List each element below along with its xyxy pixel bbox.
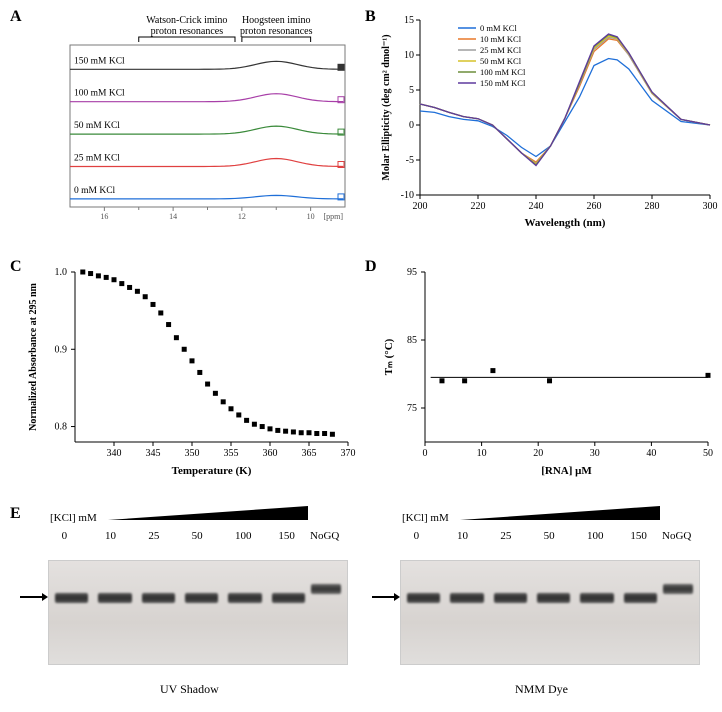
gel-left: [KCl] mM0102550100150NoGQ (38, 530, 358, 680)
nogq-label: NoGQ (310, 530, 339, 542)
svg-text:260: 260 (587, 201, 602, 212)
svg-text:0: 0 (423, 448, 428, 459)
svg-text:25 mM KCl: 25 mM KCl (480, 45, 522, 55)
svg-text:100 mM KCl: 100 mM KCl (74, 89, 125, 99)
svg-text:15: 15 (404, 15, 414, 26)
svg-text:240: 240 (529, 201, 544, 212)
svg-text:85: 85 (407, 335, 417, 346)
kcl-label: [KCl] mM (402, 512, 449, 524)
lane-label: 50 (544, 530, 555, 542)
lane-label: 10 (457, 530, 468, 542)
kcl-label: [KCl] mM (50, 512, 97, 524)
svg-text:proton resonances: proton resonances (240, 26, 313, 37)
svg-text:200: 200 (413, 201, 428, 212)
svg-text:75: 75 (407, 403, 417, 414)
svg-text:95: 95 (407, 267, 417, 278)
svg-text:Watson-Crick imino: Watson-Crick imino (146, 15, 227, 26)
svg-text:Wavelength (nm): Wavelength (nm) (525, 217, 606, 229)
svg-text:Normalized Absorbance at 295 n: Normalized Absorbance at 295 nm (28, 282, 39, 430)
svg-text:280: 280 (645, 201, 660, 212)
lane-label: 150 (630, 530, 647, 542)
lane-label: 150 (278, 530, 295, 542)
svg-text:16: 16 (100, 212, 108, 221)
svg-text:355: 355 (224, 448, 239, 459)
svg-text:100 mM KCl: 100 mM KCl (480, 67, 526, 77)
lane-label: 100 (235, 530, 252, 542)
panel-b-chart: 200 220 240 260 280 300 -10 -5 0 5 10 15 Wavelength … (375, 10, 720, 230)
svg-text:10 mM KCl: 10 mM KCl (480, 34, 522, 44)
svg-text:40: 40 (646, 448, 656, 459)
svg-text:220: 220 (471, 201, 486, 212)
svg-text:340: 340 (107, 448, 122, 459)
svg-text:360: 360 (263, 448, 278, 459)
svg-text:Temperature (K): Temperature (K) (172, 465, 252, 477)
nogq-label: NoGQ (662, 530, 691, 542)
svg-text:1.0: 1.0 (55, 267, 68, 278)
svg-text:50 mM KCl: 50 mM KCl (74, 121, 120, 131)
svg-text:10: 10 (307, 212, 315, 221)
svg-text:20: 20 (533, 448, 543, 459)
svg-text:50: 50 (703, 448, 713, 459)
svg-text:50 mM KCl: 50 mM KCl (480, 56, 522, 66)
svg-text:150 mM KCl: 150 mM KCl (74, 56, 125, 66)
svg-text:370: 370 (341, 448, 356, 459)
gel-left-caption: UV Shadow (160, 682, 219, 697)
svg-text:0 mM KCl: 0 mM KCl (74, 186, 116, 196)
svg-text:0: 0 (409, 120, 414, 131)
svg-text:[RNA] μM: [RNA] μM (541, 465, 592, 477)
svg-text:Molar Ellipticity (deg cm² dmo: Molar Ellipticity (deg cm² dmol⁻¹) (381, 34, 392, 180)
gel-image (48, 560, 348, 665)
band-arrow-icon (372, 596, 394, 598)
svg-text:-10: -10 (401, 190, 414, 201)
lane-label: 0 (414, 530, 420, 542)
svg-text:365: 365 (302, 448, 317, 459)
panel-d-chart: 0 10 20 30 40 50 75 85 95 [RNA] μM Tₘ (°C) (375, 260, 720, 480)
panel-c-chart: 340 345 350 355 360 365 370 0.8 0.9 1.0 Temperatur… (20, 260, 360, 480)
lane-label: 0 (62, 530, 68, 542)
svg-text:0.9: 0.9 (55, 344, 68, 355)
panel-a-chart: Watson-Crick iminoproton resonancesHoogs… (20, 10, 360, 230)
lane-label: 100 (587, 530, 604, 542)
gradient-triangle (460, 506, 660, 522)
svg-text:0.8: 0.8 (55, 422, 68, 433)
svg-text:10: 10 (404, 50, 414, 61)
gel-right: [KCl] mM0102550100150NoGQ (390, 530, 710, 680)
svg-text:12: 12 (238, 212, 246, 221)
svg-text:Hoogsteen imino: Hoogsteen imino (242, 15, 311, 26)
svg-text:[ppm]: [ppm] (323, 212, 343, 221)
band-arrow-icon (20, 596, 42, 598)
lane-label: 50 (192, 530, 203, 542)
svg-text:5: 5 (409, 85, 414, 96)
svg-text:0 mM KCl: 0 mM KCl (480, 23, 517, 33)
svg-text:-5: -5 (406, 155, 414, 166)
lane-label: 10 (105, 530, 116, 542)
svg-text:345: 345 (146, 448, 161, 459)
lane-label: 25 (148, 530, 159, 542)
panel-e-label: E (10, 505, 21, 523)
svg-text:proton resonances: proton resonances (151, 26, 224, 37)
lane-label: 25 (500, 530, 511, 542)
svg-text:14: 14 (169, 212, 177, 221)
svg-text:Tₘ (°C): Tₘ (°C) (383, 338, 395, 375)
gel-right-caption: NMM Dye (515, 682, 568, 697)
svg-text:10: 10 (477, 448, 487, 459)
gradient-triangle (108, 506, 308, 522)
svg-text:25 mM KCl: 25 mM KCl (74, 154, 120, 164)
gel-image (400, 560, 700, 665)
svg-text:30: 30 (590, 448, 600, 459)
svg-text:150 mM KCl: 150 mM KCl (480, 78, 526, 88)
svg-text:300: 300 (703, 201, 718, 212)
svg-text:350: 350 (185, 448, 200, 459)
